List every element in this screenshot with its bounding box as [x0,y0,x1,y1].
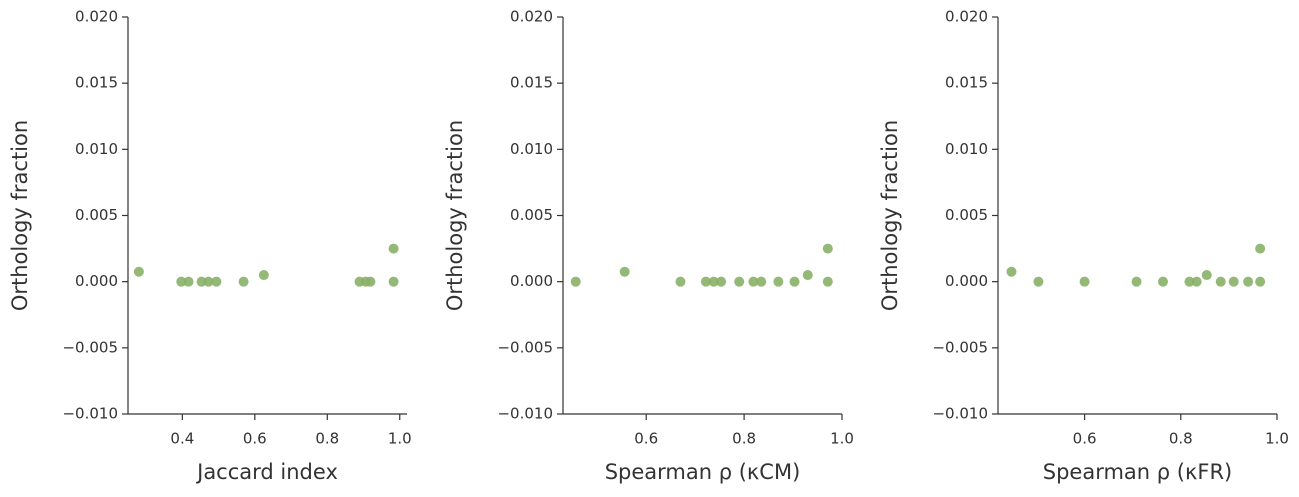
y-tick-label: 0.020 [945,8,988,26]
y-tick-label: 0.000 [75,272,118,290]
point [756,276,767,287]
y-tick-label: −0.005 [932,338,988,356]
y-tick-label: 0.000 [510,272,553,290]
point [211,276,222,287]
x-tick-label: 0.6 [634,430,658,448]
x-axis-label: Spearman ρ (κCM) [605,460,801,484]
y-axis-label: Orthology fraction [8,120,32,311]
point [203,276,214,287]
point [1157,276,1168,287]
point [258,270,269,281]
y-tick-label: −0.010 [62,405,118,423]
point [176,276,187,287]
point [1033,276,1044,287]
point [570,276,581,287]
y-axis-label: Orthology fraction [878,120,902,311]
x-axis-label: Jaccard index [195,460,338,484]
point [1255,243,1266,254]
point [748,276,759,287]
x-tick-label: 1.0 [830,430,854,448]
y-tick-label: −0.005 [497,338,553,356]
y-tick-label: 0.010 [945,140,988,158]
y-tick-label: 0.005 [75,206,118,224]
y-axis-label: Orthology fraction [443,120,467,311]
point [1228,276,1239,287]
point [238,276,249,287]
x-tick-label: 0.6 [243,430,267,448]
point [1131,276,1142,287]
x-tick-label: 0.6 [1073,430,1097,448]
point [773,276,784,287]
point [388,276,399,287]
y-tick-label: −0.005 [62,338,118,356]
point [196,276,207,287]
point [675,276,686,287]
x-tick-label: 0.8 [1169,430,1193,448]
point [1215,276,1226,287]
point [716,276,727,287]
point [133,266,144,277]
point [1243,276,1254,287]
point [388,243,399,254]
y-tick-label: 0.015 [510,74,553,92]
x-tick-label: 0.8 [315,430,339,448]
x-tick-label: 1.0 [1265,430,1289,448]
point [365,276,376,287]
point [822,243,833,254]
y-tick-label: 0.020 [510,8,553,26]
y-tick-label: 0.010 [510,140,553,158]
y-tick-label: 0.010 [75,140,118,158]
x-axis-label: Spearman ρ (κFR) [1043,460,1232,484]
y-tick-label: 0.005 [510,206,553,224]
point [1201,270,1212,281]
y-tick-label: 0.015 [945,74,988,92]
point [734,276,745,287]
x-tick-label: 0.8 [732,430,756,448]
point [708,276,719,287]
y-tick-label: 0.020 [75,8,118,26]
point [1006,266,1017,277]
point [789,276,800,287]
point [1191,276,1202,287]
y-tick-label: −0.010 [932,405,988,423]
point [802,270,813,281]
point [1255,276,1266,287]
point [619,266,630,277]
y-tick-label: 0.015 [75,74,118,92]
point [822,276,833,287]
point [700,276,711,287]
y-tick-label: 0.000 [945,272,988,290]
point [1079,276,1090,287]
point [1184,276,1195,287]
y-tick-label: −0.010 [497,405,553,423]
x-tick-label: 1.0 [388,430,412,448]
y-tick-label: 0.005 [945,206,988,224]
x-tick-label: 0.4 [170,430,194,448]
point [183,276,194,287]
